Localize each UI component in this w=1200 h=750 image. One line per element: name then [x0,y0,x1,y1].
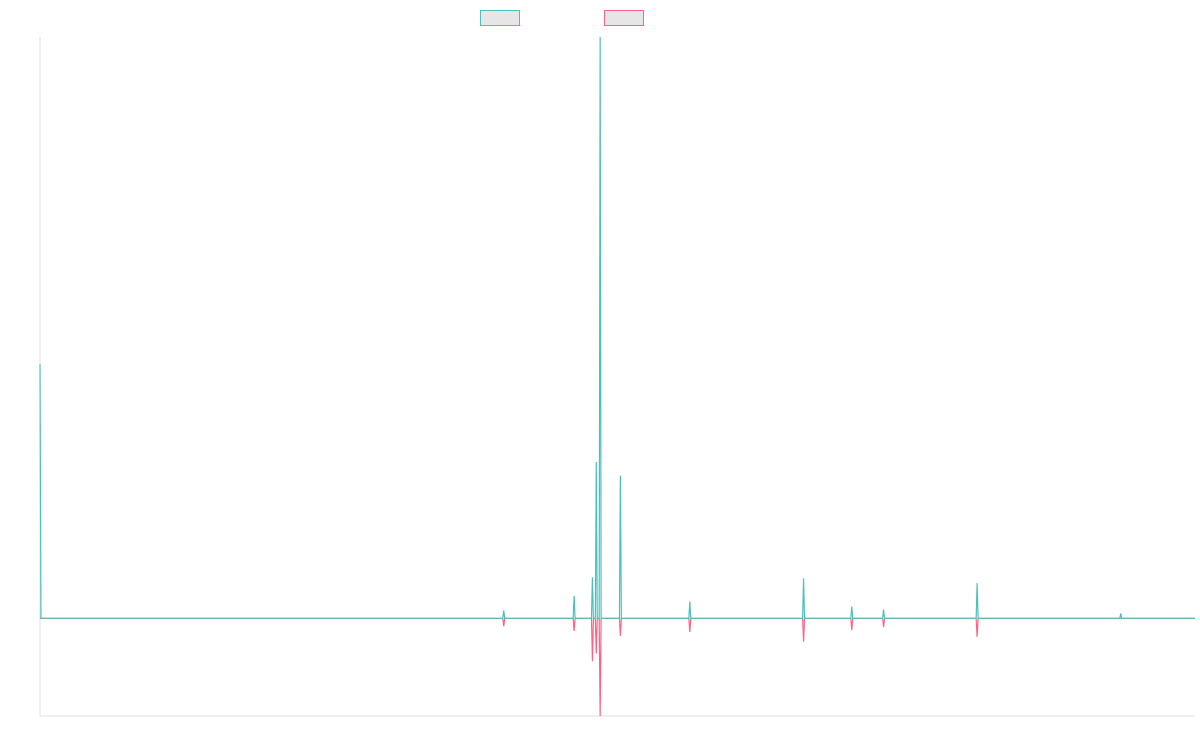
series-1-line [39,36,1195,619]
legend-swatch-series-1[interactable] [480,10,520,26]
series-2-line [40,617,1195,717]
legend-swatch-series-2[interactable] [604,10,644,26]
